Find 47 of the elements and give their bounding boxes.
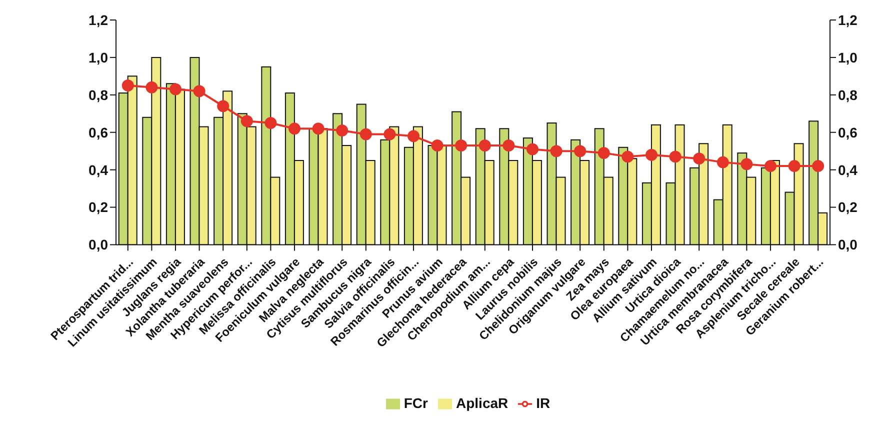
y2-tick-label: 0,0 (838, 236, 858, 253)
point (788, 160, 800, 172)
point (408, 130, 420, 142)
point (764, 160, 776, 172)
y2-tick-label: 0,8 (838, 86, 858, 103)
point (478, 139, 491, 152)
point (360, 128, 372, 140)
point (264, 116, 277, 129)
legend-label: IR (536, 394, 550, 411)
point (646, 148, 658, 161)
point (455, 139, 468, 152)
y2-tick-label: 0,6 (838, 124, 858, 140)
point (240, 115, 253, 128)
point (716, 156, 729, 168)
point (217, 100, 230, 112)
point (431, 139, 444, 152)
point (336, 124, 348, 136)
point (598, 146, 610, 159)
point (312, 122, 324, 135)
legend-label: AplicaR (456, 394, 508, 411)
point (170, 83, 182, 96)
y2-tick-label: 0,2 (838, 199, 858, 216)
point (812, 160, 824, 172)
legend-label: FCr (404, 394, 428, 411)
point (288, 122, 300, 135)
point (502, 139, 515, 152)
point (550, 145, 562, 158)
y2-tick-label: 1,0 (838, 49, 858, 66)
y-tick-label: 0,8 (88, 86, 108, 103)
y2-tick-label: 1,2 (838, 12, 858, 28)
point (622, 150, 634, 163)
y-tick-label: 0,6 (88, 124, 108, 140)
point (526, 143, 538, 156)
y-tick-label: 0,0 (88, 236, 108, 253)
y-tick-label: 0,4 (88, 162, 108, 178)
point (693, 152, 706, 165)
y2-tick-label: 0,4 (838, 162, 858, 178)
point (384, 128, 396, 140)
y-tick-label: 1,0 (88, 49, 108, 66)
point (574, 145, 586, 158)
y-tick-label: 1,2 (88, 12, 108, 28)
point (146, 81, 158, 94)
point (122, 80, 134, 92)
y-tick-label: 0,2 (88, 199, 108, 216)
point (669, 150, 682, 163)
point (193, 85, 206, 98)
point (740, 158, 753, 170)
